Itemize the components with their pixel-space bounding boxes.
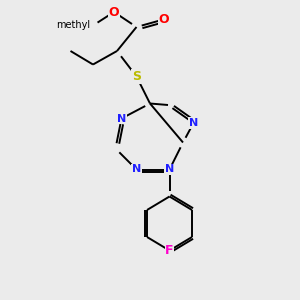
Text: O: O [158,13,169,26]
Text: N: N [132,164,141,175]
Text: N: N [117,113,126,124]
Text: S: S [132,70,141,83]
Text: N: N [165,164,174,175]
Text: F: F [165,244,174,257]
Text: N: N [189,118,198,128]
Text: methyl: methyl [56,20,90,31]
Text: O: O [109,5,119,19]
